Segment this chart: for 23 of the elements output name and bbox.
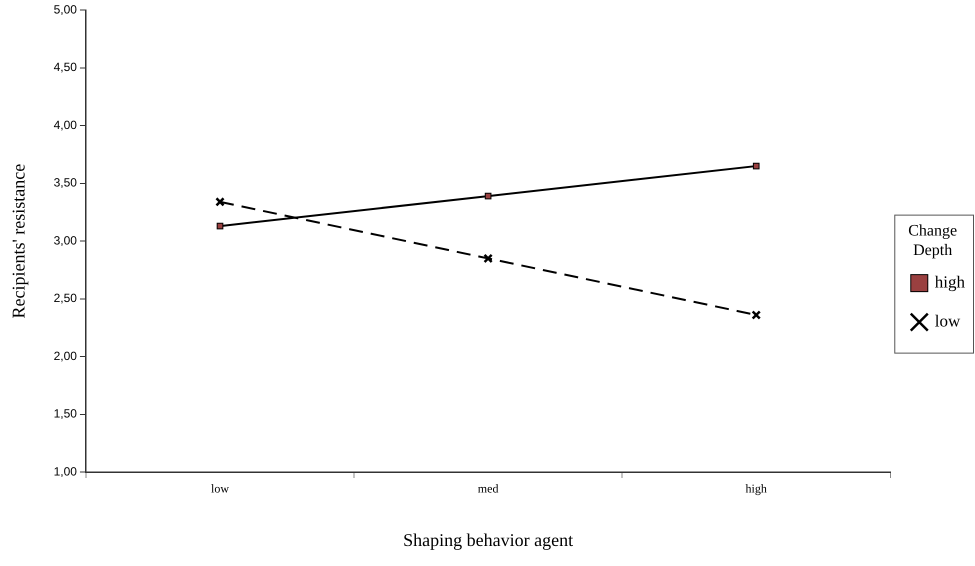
point: [751, 310, 762, 320]
y-tick-label: 2,50: [54, 291, 78, 306]
y-tick-label: 3,00: [54, 233, 78, 248]
legend-label: low: [934, 312, 961, 331]
point: [216, 222, 224, 230]
legend-title: Change Depth: [908, 222, 958, 259]
y-tick-label: 4,50: [54, 60, 78, 74]
point: [483, 254, 493, 264]
point: [215, 197, 225, 207]
legend-label: high: [934, 272, 966, 292]
point: [484, 192, 492, 200]
y-tick-label: 2,00: [54, 348, 78, 363]
y-tick-label: 3,50: [54, 176, 78, 190]
y-tick-label: 1,50: [54, 406, 78, 421]
x-tick-label: low: [211, 481, 230, 496]
y-axis-title: Recipients' resistance: [8, 164, 29, 318]
x-tick-label: high: [746, 481, 767, 496]
x-axis-title: Shaping behavior agent: [403, 530, 574, 550]
y-tick-label: 5,00: [54, 2, 78, 17]
point: [752, 162, 760, 170]
y-tick-label: 1,00: [54, 464, 78, 478]
x-tick-label: med: [478, 481, 498, 496]
y-tick-label: 4,00: [54, 118, 78, 132]
